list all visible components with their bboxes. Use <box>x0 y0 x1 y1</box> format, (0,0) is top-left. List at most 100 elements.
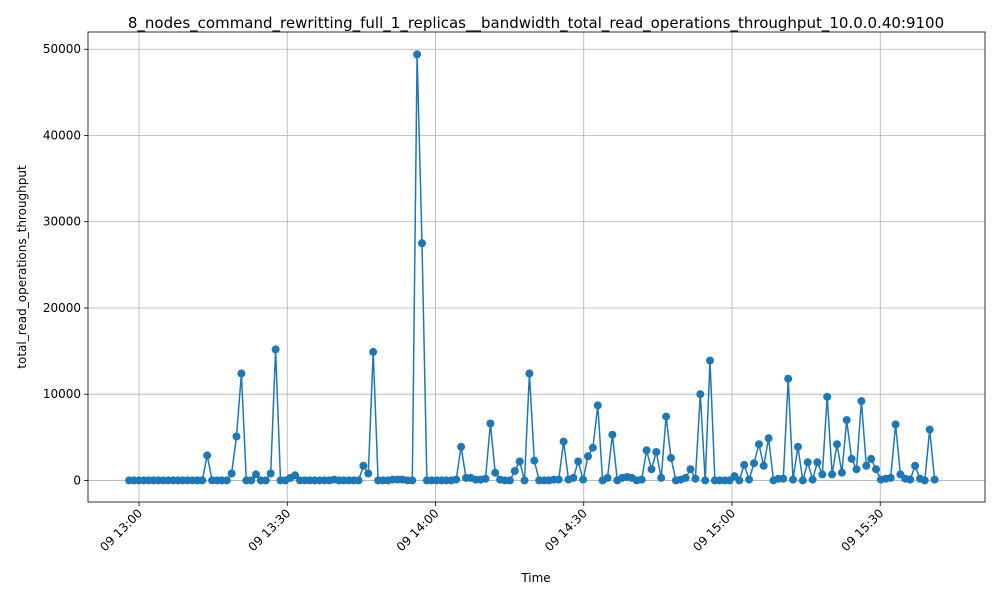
data-point <box>452 475 461 484</box>
data-point <box>833 440 841 449</box>
data-point <box>813 458 822 467</box>
y-tick-label: 30000 <box>43 215 81 229</box>
data-point <box>862 461 871 470</box>
data-point <box>574 457 583 466</box>
data-point <box>706 356 714 365</box>
data-point <box>691 474 700 483</box>
data-point <box>818 470 827 479</box>
data-point <box>745 475 754 484</box>
data-point <box>681 473 690 482</box>
x-tick-label: 09 14:00 <box>394 506 442 554</box>
data-point <box>247 476 256 485</box>
data-point <box>740 460 749 469</box>
data-point <box>261 476 270 485</box>
x-tick-label: 09 14:30 <box>542 506 590 554</box>
x-tick-label: 09 13:30 <box>246 506 294 554</box>
data-point <box>579 475 588 484</box>
data-point <box>227 469 236 478</box>
y-axis-label: total_read_operations_throughput <box>15 165 29 369</box>
data-point <box>593 401 602 410</box>
data-point <box>857 397 866 406</box>
data-point <box>369 347 378 356</box>
data-point <box>764 434 773 443</box>
data-point <box>808 475 817 484</box>
data-point <box>906 475 915 484</box>
x-tick-label: 09 13:00 <box>97 506 145 554</box>
data-point <box>886 473 895 482</box>
data-point <box>232 432 241 441</box>
y-axis: 0 10000 20000 30000 40000 50000 <box>43 42 88 487</box>
data-point <box>569 473 578 482</box>
grid-lines <box>88 32 985 502</box>
data-point <box>252 470 260 479</box>
data-point <box>779 474 788 483</box>
data-point <box>750 459 758 468</box>
y-tick-label: 40000 <box>43 128 81 142</box>
data-point <box>198 476 207 485</box>
y-tick-label: 10000 <box>43 387 81 401</box>
data-point <box>481 474 490 483</box>
data-point <box>457 442 466 451</box>
data-point <box>793 442 802 451</box>
data-point <box>837 468 846 477</box>
data-point <box>872 465 880 474</box>
x-axis: 09 13:00 09 13:30 09 14:00 09 14:30 09 15:00… <box>97 502 886 554</box>
data-point <box>925 425 934 434</box>
data-point <box>784 374 793 383</box>
data-point <box>486 419 495 428</box>
data-point <box>271 345 280 354</box>
data-point <box>847 454 856 463</box>
data-point <box>266 469 275 478</box>
data-point <box>842 416 851 425</box>
data-point <box>584 452 592 461</box>
data-point <box>647 465 656 474</box>
data-point <box>891 420 900 429</box>
data-point <box>657 473 666 482</box>
data-point <box>828 470 837 479</box>
data-point <box>652 448 661 456</box>
data-point <box>291 471 300 480</box>
series-line <box>129 54 936 483</box>
data-point <box>930 475 939 484</box>
y-tick-label: 20000 <box>43 301 81 315</box>
data-point <box>364 469 373 478</box>
data-point <box>359 461 368 470</box>
data-point <box>559 437 568 446</box>
data-point <box>520 476 529 485</box>
data-point <box>354 476 363 485</box>
data-point <box>588 443 597 452</box>
data-point <box>696 390 705 399</box>
data-point <box>637 475 646 484</box>
data-point <box>920 476 929 485</box>
data-point <box>222 476 231 485</box>
data-point <box>789 475 797 484</box>
data-point <box>803 458 812 467</box>
x-tick-label: 09 15:00 <box>690 506 738 554</box>
x-axis-label: Time <box>520 571 550 585</box>
data-point <box>911 461 920 470</box>
data-point <box>418 239 426 248</box>
data-point <box>754 440 763 449</box>
data-point <box>852 465 861 474</box>
data-point <box>491 468 500 477</box>
data-point <box>701 476 710 485</box>
data-point <box>408 476 417 485</box>
y-tick-label: 50000 <box>43 42 81 56</box>
data-point <box>735 476 744 485</box>
data-point <box>530 456 539 465</box>
data-point <box>867 454 876 463</box>
data-point <box>759 461 768 470</box>
chart-title: 8_nodes_command_rewritting_full_1_replic… <box>128 14 944 33</box>
data-point <box>554 475 563 484</box>
data-point <box>525 369 534 378</box>
data-point <box>798 476 807 485</box>
data-point <box>237 369 246 378</box>
data-point <box>662 412 671 421</box>
data-point <box>413 50 422 59</box>
data-point <box>823 392 832 401</box>
data-point <box>203 451 212 460</box>
y-tick-label: 0 <box>73 473 81 487</box>
data-point <box>667 454 675 462</box>
data-point <box>642 446 651 455</box>
